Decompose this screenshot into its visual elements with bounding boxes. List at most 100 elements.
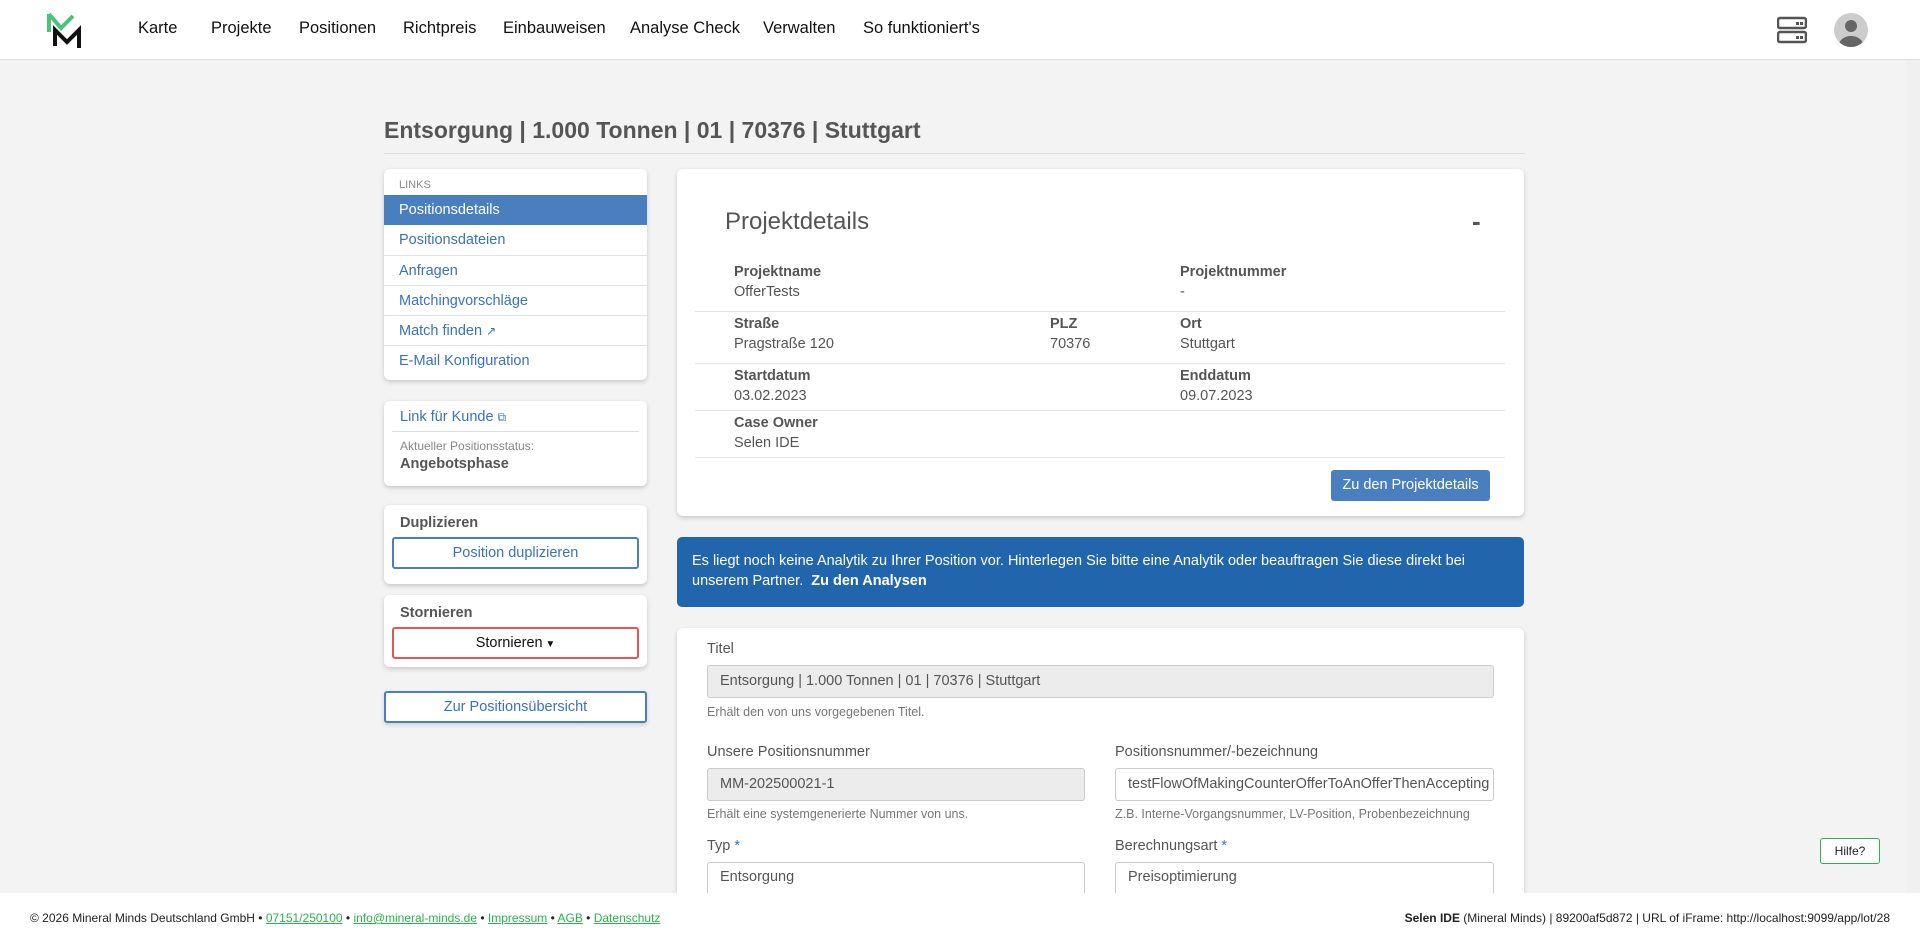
nav-projekte[interactable]: Projekte — [211, 19, 272, 37]
nav-richtpreis[interactable]: Richtpreis — [403, 19, 477, 37]
status-card: Link für Kunde ⧉ Aktueller Positionsstat… — [384, 401, 647, 486]
duplicate-position-button[interactable]: Position duplizieren — [392, 537, 639, 569]
server-icon[interactable] — [1777, 16, 1807, 44]
sidebar-item-positionsdateien[interactable]: Positionsdateien — [399, 232, 506, 248]
mineral-minds-logo[interactable] — [47, 12, 83, 48]
page-scrollbar[interactable] — [1906, 60, 1920, 893]
footer-left: © 2026 Mineral Minds Deutschland GmbH • … — [30, 911, 660, 925]
nav-verwalten[interactable]: Verwalten — [763, 19, 836, 37]
page-title: Entsorgung | 1.000 Tonnen | 01 | 70376 |… — [384, 117, 921, 143]
berechnungsart-label-text: Berechnungsart — [1115, 838, 1218, 854]
links-card: LINKS Positionsdetails Positionsdateien … — [384, 169, 647, 380]
copy-icon: ⧉ — [497, 410, 507, 424]
user-avatar-icon[interactable] — [1834, 13, 1868, 47]
to-project-details-button[interactable]: Zu den Projektdetails — [1331, 470, 1490, 501]
bezeichnung-label: Positionsnummer/-bezeichnung — [1115, 744, 1319, 760]
footer-info: (Mineral Minds) | 89200af5d872 | URL of … — [1463, 911, 1890, 925]
berechnungsart-select[interactable]: Preisoptimierung — [1115, 862, 1494, 893]
enddatum-label: Enddatum — [1180, 368, 1251, 384]
email-link[interactable]: info@mineral-minds.de — [353, 911, 478, 925]
copyright: © 2026 Mineral Minds Deutschland GmbH • — [30, 911, 263, 925]
external-link-icon: ↗ — [486, 324, 497, 338]
nav-positionen[interactable]: Positionen — [299, 19, 377, 37]
titel-input[interactable]: Entsorgung | 1.000 Tonnen | 01 | 70376 |… — [707, 665, 1494, 698]
banner-text: Es liegt noch keine Analytik zu Ihrer Po… — [692, 553, 1465, 589]
typ-label-text: Typ — [707, 838, 731, 854]
sidebar-item-match-finden[interactable]: Match finden ↗ — [384, 315, 647, 345]
typ-label: Typ * — [707, 838, 740, 854]
agb-link[interactable]: AGB — [557, 911, 583, 925]
caret-down-icon: ▼ — [542, 639, 556, 650]
ort-label: Ort — [1180, 316, 1202, 332]
links-header: LINKS — [399, 179, 431, 191]
divider — [695, 410, 1505, 411]
nav-karte[interactable]: Karte — [138, 19, 178, 37]
berechnungsart-label: Berechnungsart * — [1115, 838, 1227, 854]
cancel-dropdown-button[interactable]: Stornieren ▼ — [392, 627, 639, 659]
strasse-value: Pragstraße 120 — [734, 336, 834, 352]
ort-value: Stuttgart — [1180, 336, 1235, 352]
typ-select[interactable]: Entsorgung — [707, 862, 1085, 893]
nav-einbauweisen[interactable]: Einbauweisen — [503, 19, 606, 37]
strasse-label: Straße — [734, 316, 780, 332]
posnr-help: Erhält eine systemgenerierte Nummer von … — [707, 807, 969, 821]
projektname-label: Projektname — [734, 264, 822, 280]
sidebar-item-matchingvorschlaege[interactable]: Matchingvorschläge — [384, 285, 647, 315]
cancel-button-label: Stornieren — [475, 635, 543, 651]
sep: • — [586, 911, 591, 925]
datenschutz-link[interactable]: Datenschutz — [593, 911, 661, 925]
plz-value: 70376 — [1050, 336, 1091, 352]
position-overview-button[interactable]: Zur Positionsübersicht — [384, 691, 647, 723]
posnr-input[interactable]: MM-202500021-1 — [707, 768, 1085, 801]
to-analyses-link[interactable]: Zu den Analysen — [811, 573, 927, 589]
startdatum-value: 03.02.2023 — [734, 388, 807, 404]
duplicate-header: Duplizieren — [400, 515, 479, 531]
case-owner-label: Case Owner — [734, 415, 818, 431]
nav-so-funktionierts[interactable]: So funktioniert's — [863, 19, 980, 37]
footer: © 2026 Mineral Minds Deutschland GmbH • … — [0, 893, 1920, 943]
nav-analyse-check[interactable]: Analyse Check — [630, 19, 741, 37]
divider — [695, 457, 1505, 458]
projektnummer-label: Projektnummer — [1180, 264, 1287, 280]
status-value: Angebotsphase — [400, 456, 509, 472]
impressum-link[interactable]: Impressum — [487, 911, 548, 925]
phone-link[interactable]: 07151/250100 — [265, 911, 343, 925]
divider — [695, 311, 1505, 312]
status-label: Aktueller Positionsstatus: — [400, 439, 535, 453]
divider — [695, 363, 1505, 364]
posnr-label: Unsere Positionsnummer — [707, 744, 870, 760]
project-details-heading: Projektdetails — [725, 208, 870, 235]
footer-user: Selen IDE — [1404, 911, 1460, 925]
customer-link[interactable]: Link für Kunde ⧉ — [392, 401, 639, 432]
titel-help: Erhält den von uns vorgegebenen Titel. — [707, 705, 925, 719]
title-divider — [384, 153, 1525, 154]
collapse-button[interactable]: - — [1472, 206, 1481, 236]
footer-right: Selen IDE (Mineral Minds) | 89200af5d872… — [1405, 911, 1890, 925]
projektname-value: OfferTests — [734, 284, 800, 300]
cancel-card: Stornieren Stornieren ▼ — [384, 595, 647, 667]
plz-label: PLZ — [1050, 316, 1078, 332]
bezeichnung-help: Z.B. Interne-Vorgangsnummer, LV-Position… — [1115, 807, 1470, 821]
startdatum-label: Startdatum — [734, 368, 811, 384]
bezeichnung-input[interactable]: testFlowOfMakingCounterOfferToAnOfferThe… — [1115, 768, 1494, 801]
titel-label: Titel — [707, 641, 734, 657]
projektnummer-value: - — [1180, 284, 1185, 300]
sidebar-item-email-konfiguration[interactable]: E-Mail Konfiguration — [384, 345, 647, 375]
match-finden-label: Match finden — [399, 323, 483, 339]
sidebar-item-positionsdetails[interactable]: Positionsdetails — [384, 195, 647, 225]
project-details-card — [677, 169, 1524, 516]
sep: • — [550, 911, 555, 925]
sep: • — [480, 911, 485, 925]
sep: • — [345, 911, 351, 925]
required-marker: * — [1221, 838, 1228, 854]
sidebar-item-anfragen[interactable]: Anfragen — [384, 255, 647, 285]
top-navbar: Karte Projekte Positionen Richtpreis Ein… — [0, 0, 1920, 60]
enddatum-value: 09.07.2023 — [1180, 388, 1253, 404]
analytics-info-banner: Es liegt noch keine Analytik zu Ihrer Po… — [677, 537, 1524, 607]
case-owner-value: Selen IDE — [734, 435, 800, 451]
help-button[interactable]: Hilfe? — [1820, 838, 1880, 864]
required-marker: * — [734, 838, 741, 854]
customer-link-label: Link für Kunde — [400, 409, 494, 425]
duplicate-card: Duplizieren Position duplizieren — [384, 505, 647, 584]
cancel-header: Stornieren — [400, 605, 473, 621]
